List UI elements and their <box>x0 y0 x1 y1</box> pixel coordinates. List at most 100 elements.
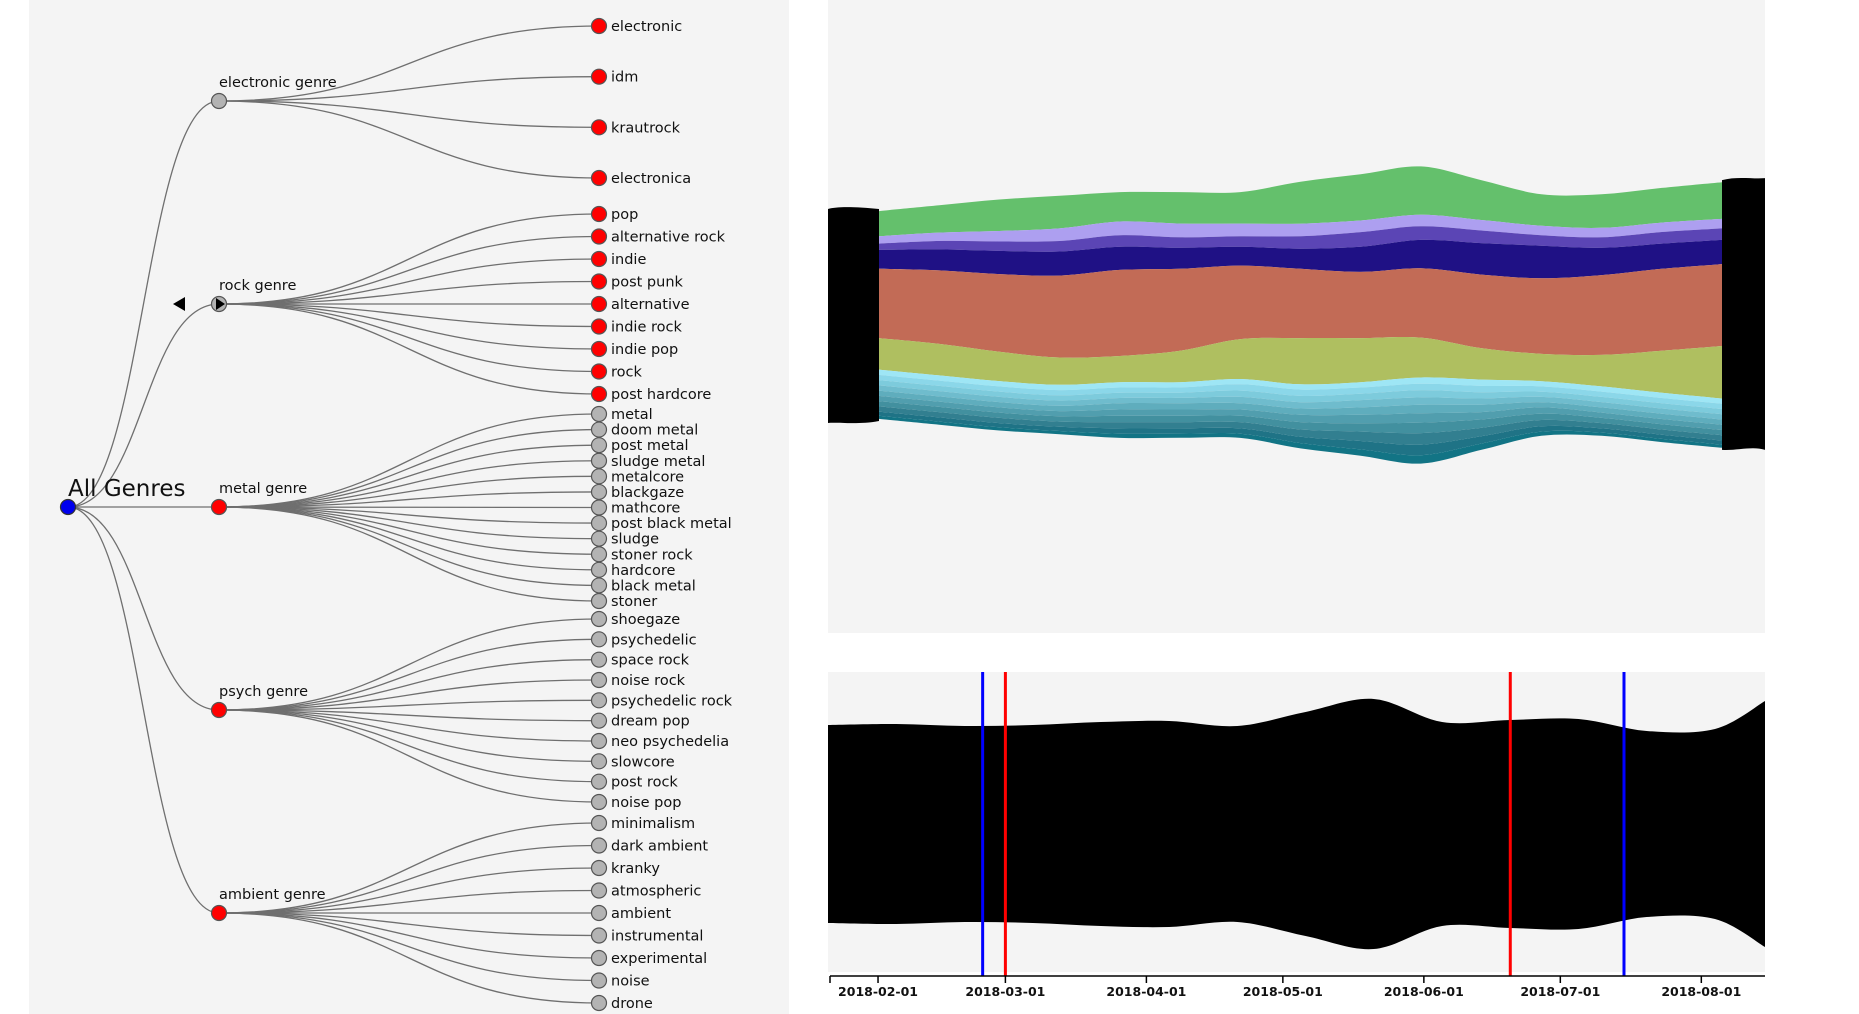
leaf-node-mathcore[interactable]: mathcore <box>590 499 681 517</box>
leaf-node-experimental[interactable]: experimental <box>590 949 708 968</box>
leaf-node-instrumental[interactable]: instrumental <box>590 927 704 945</box>
leaf-node-circle[interactable] <box>590 17 608 35</box>
leaf-node-hardcore[interactable]: hardcore <box>590 561 676 579</box>
leaf-node-circle[interactable] <box>590 483 608 501</box>
leaf-node-circle[interactable] <box>590 859 608 877</box>
leaf-node-circle[interactable] <box>590 773 608 790</box>
leaf-node-circle[interactable] <box>590 318 608 335</box>
stream-layer-11[interactable] <box>879 390 1722 425</box>
group-node-circle[interactable] <box>210 498 228 516</box>
leaf-node-circle[interactable] <box>590 610 608 628</box>
stream-layer-9[interactable] <box>879 380 1722 415</box>
leaf-node-circle[interactable] <box>590 753 608 770</box>
leaf-node-circle[interactable] <box>590 514 608 532</box>
leaf-node-circle[interactable] <box>590 882 608 899</box>
leaf-node-doom-metal[interactable]: doom metal <box>590 421 699 439</box>
leaf-node-sludge[interactable]: sludge <box>590 530 660 548</box>
group-node-metal-genre[interactable]: metal genre <box>210 481 308 516</box>
leaf-node-circle[interactable] <box>590 592 608 610</box>
leaf-node-circle[interactable] <box>590 468 608 485</box>
leaf-node-circle[interactable] <box>590 205 608 223</box>
leaf-node-indie-pop[interactable]: indie pop <box>590 340 679 359</box>
leaf-node-circle[interactable] <box>590 169 608 187</box>
leaf-node-stoner-rock[interactable]: stoner rock <box>590 546 694 564</box>
group-node-rock-genre[interactable]: rock genre <box>173 278 296 313</box>
overview-timeline-chart[interactable]: 2018-02-01 2018-03-01 2018-04-01 2018-05-01… <box>828 672 1765 1014</box>
leaf-node-noise-pop[interactable]: noise pop <box>590 793 682 812</box>
leaf-node-circle[interactable] <box>590 712 608 729</box>
group-node-ambient-genre[interactable]: ambient genre <box>210 887 326 922</box>
leaf-node-sludge-metal[interactable]: sludge metal <box>590 452 706 470</box>
leaf-node-post-punk[interactable]: post punk <box>590 273 684 291</box>
stream-layer-10[interactable] <box>879 385 1722 420</box>
leaf-node-circle[interactable] <box>590 671 608 689</box>
leaf-node-post-metal[interactable]: post metal <box>590 437 689 455</box>
leaf-node-circle[interactable] <box>590 530 608 547</box>
leaf-node-circle[interactable] <box>590 363 608 380</box>
leaf-node-alternative[interactable]: alternative <box>590 295 690 314</box>
leaf-node-drone[interactable]: drone <box>590 994 653 1013</box>
leaf-node-slowcore[interactable]: slowcore <box>590 753 675 771</box>
leaf-node-pop[interactable]: pop <box>590 205 639 224</box>
triangle-left-icon[interactable] <box>173 297 185 311</box>
stream-layer-7[interactable] <box>879 369 1722 404</box>
leaf-node-circle[interactable] <box>590 949 608 967</box>
leaf-node-rock[interactable]: rock <box>590 363 643 381</box>
leaf-node-circle[interactable] <box>590 119 608 136</box>
leaf-node-stoner[interactable]: stoner <box>590 592 658 611</box>
leaf-node-noise[interactable]: noise <box>590 972 650 990</box>
leaf-node-electronica[interactable]: electronica <box>590 169 692 188</box>
leaf-node-circle[interactable] <box>590 904 608 922</box>
leaf-node-circle[interactable] <box>590 732 608 750</box>
leaf-node-circle[interactable] <box>590 228 608 245</box>
leaf-node-circle[interactable] <box>590 295 608 313</box>
leaf-node-atmospheric[interactable]: atmospheric <box>590 882 702 900</box>
stream-layer-2[interactable] <box>879 214 1722 244</box>
leaf-node-circle[interactable] <box>590 837 608 854</box>
leaf-node-circle[interactable] <box>590 972 608 989</box>
leaf-node-circle[interactable] <box>590 651 608 668</box>
leaf-node-circle[interactable] <box>590 421 608 438</box>
leaf-node-circle[interactable] <box>590 546 608 563</box>
root-node-circle[interactable] <box>59 498 77 516</box>
root-node[interactable]: All Genres <box>59 476 186 516</box>
leaf-node-circle[interactable] <box>590 814 608 832</box>
leaf-node-circle[interactable] <box>590 68 608 85</box>
stream-layer-1[interactable] <box>879 166 1722 237</box>
leaf-node-alternative-rock[interactable]: alternative rock <box>590 228 726 246</box>
leaf-node-post-rock[interactable]: post rock <box>590 773 679 791</box>
leaf-node-post-hardcore[interactable]: post hardcore <box>590 385 712 404</box>
leaf-node-shoegaze[interactable]: shoegaze <box>590 610 681 629</box>
leaf-node-neo-psychedelia[interactable]: neo psychedelia <box>590 732 730 751</box>
leaf-node-psychedelic[interactable]: psychedelic <box>590 631 697 649</box>
leaf-node-circle[interactable] <box>590 631 608 648</box>
stream-layer-3[interactable] <box>879 226 1722 252</box>
stream-layer-13[interactable] <box>879 401 1722 436</box>
leaf-node-circle[interactable] <box>590 340 608 358</box>
leaf-node-circle[interactable] <box>590 499 608 516</box>
leaf-node-metal[interactable]: metal <box>590 405 653 424</box>
leaf-node-kranky[interactable]: kranky <box>590 859 661 878</box>
brush-lines[interactable] <box>981 672 1626 976</box>
group-node-circle[interactable] <box>210 904 228 922</box>
leaf-node-metalcore[interactable]: metalcore <box>590 468 685 486</box>
leaf-node-circle[interactable] <box>590 405 608 423</box>
leaf-node-circle[interactable] <box>590 437 608 454</box>
leaf-node-circle[interactable] <box>590 561 608 578</box>
group-node-circle[interactable] <box>210 92 228 110</box>
stream-layer-14[interactable] <box>879 406 1722 445</box>
leaf-node-circle[interactable] <box>590 577 608 594</box>
stream-layer-4[interactable] <box>879 239 1722 279</box>
stream-layer-8[interactable] <box>879 374 1722 409</box>
stream-layer-6[interactable] <box>879 336 1722 399</box>
stream-layer-5[interactable] <box>879 264 1722 358</box>
leaf-node-indie[interactable]: indie <box>590 250 647 269</box>
leaf-node-psychedelic-rock[interactable]: psychedelic rock <box>590 692 733 710</box>
leaf-node-circle[interactable] <box>590 273 608 290</box>
leaf-node-noise-rock[interactable]: noise rock <box>590 671 686 690</box>
leaf-node-circle[interactable] <box>590 692 608 709</box>
leaf-node-minimalism[interactable]: minimalism <box>590 814 696 833</box>
leaf-node-black-metal[interactable]: black metal <box>590 577 696 595</box>
leaf-node-circle[interactable] <box>590 793 608 811</box>
stream-layer-12[interactable] <box>879 395 1722 430</box>
